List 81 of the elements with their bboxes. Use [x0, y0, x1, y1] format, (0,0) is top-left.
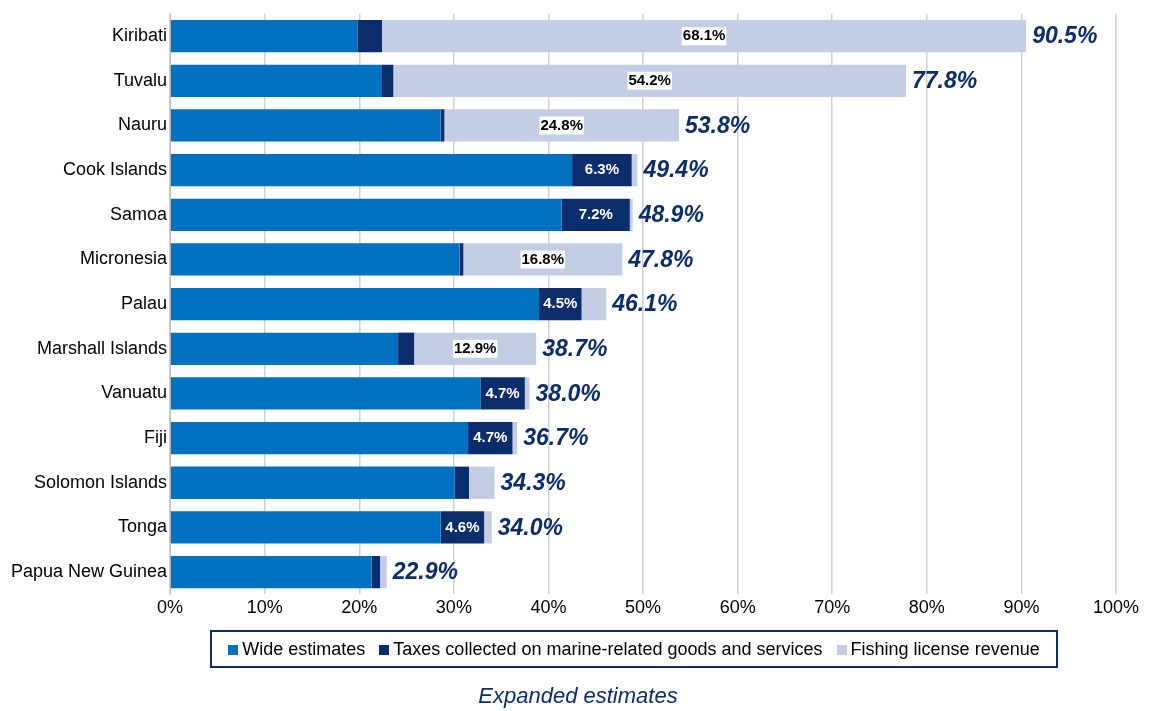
- bar: [170, 109, 441, 142]
- y-tick-label: Vanuatu: [101, 382, 168, 403]
- data-label: 4.6%: [445, 517, 480, 535]
- bar: [398, 332, 415, 365]
- bar: [357, 20, 382, 53]
- x-tick-label: 40%: [530, 597, 567, 618]
- x-tick-label: 70%: [814, 597, 851, 618]
- bar: [170, 287, 539, 321]
- x-tick-label: 90%: [1003, 597, 1040, 618]
- bar: [170, 511, 441, 544]
- legend-label: Fishing license revenue: [849, 638, 1040, 660]
- data-label: 12.9%: [453, 338, 497, 356]
- data-label: 4.5%: [543, 294, 578, 312]
- bar: [381, 20, 1027, 53]
- data-label: 6.3%: [584, 160, 620, 178]
- y-tick-label: Cook Islands: [63, 159, 168, 180]
- bar: [170, 332, 399, 365]
- bar: [170, 555, 372, 589]
- x-tick-label: 50%: [625, 597, 662, 618]
- x-tick-label: 30%: [435, 597, 472, 618]
- bar: [170, 64, 382, 97]
- total-label: 49.4%: [642, 156, 709, 183]
- y-tick-label: Tonga: [118, 516, 169, 537]
- total-label: 90.5%: [1032, 22, 1098, 49]
- bar: [454, 466, 470, 499]
- total-label: 46.1%: [611, 290, 678, 317]
- bar: [393, 64, 907, 97]
- bar: [469, 466, 495, 499]
- y-tick-label: Samoa: [110, 203, 169, 224]
- bar: [581, 287, 607, 321]
- bar: [381, 64, 394, 97]
- data-label: 4.7%: [485, 383, 520, 401]
- x-tick-label: 100%: [1092, 597, 1140, 618]
- bar: [524, 377, 530, 410]
- y-tick-label: Solomon Islands: [34, 471, 168, 492]
- y-tick-label: Tuvalu: [113, 69, 168, 90]
- total-label: 53.8%: [685, 111, 751, 138]
- bar: [170, 377, 481, 410]
- total-label: 22.9%: [391, 558, 458, 585]
- bar: [170, 466, 455, 499]
- total-label: 36.7%: [523, 424, 589, 451]
- y-tick-label: Nauru: [118, 114, 168, 135]
- y-tick-label: Marshall Islands: [37, 337, 168, 358]
- total-label: 77.8%: [912, 67, 978, 94]
- bar: [371, 555, 381, 589]
- bar: [629, 198, 633, 231]
- y-tick-label: Fiji: [144, 427, 168, 448]
- bar: [380, 555, 387, 589]
- legend-label: Taxes collected on marine-related goods and services: [392, 638, 823, 660]
- x-tick-label: 80%: [908, 597, 945, 618]
- data-label: 16.8%: [521, 249, 565, 267]
- total-label: 34.0%: [497, 513, 563, 540]
- data-label: 7.2%: [578, 204, 613, 222]
- total-label: 48.9%: [637, 201, 704, 228]
- data-label: 54.2%: [628, 70, 671, 88]
- bar: [561, 198, 630, 231]
- total-label: 38.0%: [535, 379, 601, 406]
- bar: [484, 511, 492, 544]
- bar: [170, 153, 573, 187]
- bar: [170, 20, 358, 53]
- y-tick-label: Micronesia: [80, 248, 169, 269]
- y-tick-label: Palau: [121, 293, 168, 314]
- bar: [170, 198, 562, 231]
- bar: [444, 109, 679, 142]
- bar: [463, 243, 623, 276]
- data-label: 68.1%: [682, 26, 726, 44]
- bar: [170, 421, 469, 455]
- y-tick-label: Papua New Guinea: [10, 561, 169, 582]
- legend-label: Wide estimates: [241, 638, 366, 660]
- total-label: 47.8%: [627, 245, 694, 272]
- total-label: 34.3%: [500, 469, 566, 496]
- data-label: 24.8%: [540, 115, 583, 133]
- total-label: 38.7%: [542, 335, 608, 362]
- bar: [170, 243, 460, 276]
- y-tick-label: Kiribati: [112, 25, 168, 46]
- x-tick-label: 0%: [157, 597, 184, 618]
- x-tick-label: 60%: [719, 597, 756, 618]
- text: Expanded estimates: [477, 683, 679, 709]
- x-tick-label: 20%: [341, 597, 378, 618]
- x-tick-label: 10%: [246, 597, 283, 618]
- data-label: 4.7%: [473, 428, 508, 446]
